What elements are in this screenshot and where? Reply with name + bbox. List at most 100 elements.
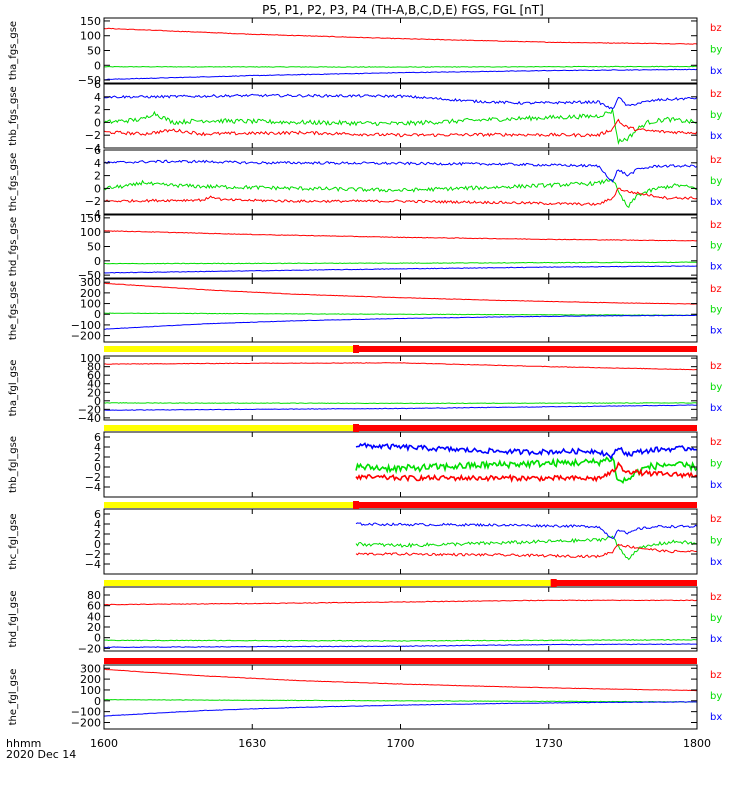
y-tick-label: −20 xyxy=(78,403,101,416)
y-tick-label: 0 xyxy=(94,59,101,72)
y-tick-label: 50 xyxy=(87,45,101,58)
thd_fgs_gse-by-line xyxy=(103,261,698,265)
thb_fgs_gse-by-line xyxy=(103,107,698,146)
y-tick-label: 6 xyxy=(94,508,101,521)
y-tick-label: −50 xyxy=(78,269,101,282)
time-tick-label: 1700 xyxy=(387,737,415,750)
mode-bar-fast xyxy=(356,425,697,431)
y-axis-label: thb_fgs_gse xyxy=(8,86,19,145)
y-tick-label: 300 xyxy=(80,662,101,675)
y-tick-label: 0 xyxy=(94,116,101,129)
legend-bz: bz xyxy=(710,592,722,603)
y-tick-label: 40 xyxy=(87,610,101,623)
y-tick-label: 100 xyxy=(80,298,101,311)
y-tick-label: 100 xyxy=(80,352,101,365)
y-axis-label: the_fgl_gse xyxy=(8,669,19,726)
y-tick-label: −2 xyxy=(85,548,101,561)
thd_fgs_gse-bz-line xyxy=(103,230,698,242)
the_fgs_gse-by-line xyxy=(103,312,698,316)
panel-frame xyxy=(103,83,698,149)
legend-bx: bx xyxy=(710,131,722,142)
tha_fgl_gse-by-line xyxy=(103,402,698,405)
y-tick-label: 20 xyxy=(87,386,101,399)
thc_fgl_gse-by-line xyxy=(355,535,698,561)
legend-by: by xyxy=(710,241,722,252)
legend-bz: bz xyxy=(710,284,722,295)
mode-bar-fast xyxy=(356,502,697,508)
legend-bz: bz xyxy=(710,361,722,372)
panel-tha_fgs_gse: 150 100 500 −50 tha_fgs_gse bz by bx xyxy=(8,15,722,87)
legend-bz: bz xyxy=(710,23,722,34)
y-tick-label: 0 xyxy=(94,308,101,321)
thb_fgs_gse-bx-line xyxy=(103,93,698,110)
the_fgl_gse-bz-line xyxy=(103,668,697,692)
y-tick-label: 80 xyxy=(87,361,101,374)
y-tick-label: 60 xyxy=(87,600,101,613)
time-unit-label: hhmm xyxy=(6,737,41,750)
y-tick-label: 4 xyxy=(94,157,101,170)
mode-bar-slow xyxy=(104,346,357,352)
legend-bz: bz xyxy=(710,514,722,525)
legend-bx: bx xyxy=(710,712,722,723)
legend-by: by xyxy=(710,45,722,56)
legend-by: by xyxy=(710,382,722,393)
y-axis-label: tha_fgs_gse xyxy=(8,21,19,80)
legend-bx: bx xyxy=(710,66,722,77)
y-tick-label: 300 xyxy=(80,276,101,289)
legend-bz: bz xyxy=(710,220,722,231)
y-tick-label: −100 xyxy=(71,706,101,719)
mode-bar-slow xyxy=(104,580,554,586)
y-axis-label: thc_fgl_gse xyxy=(8,513,19,569)
y-axis-label: the_fgs_gse xyxy=(8,281,19,340)
y-tick-label: −4 xyxy=(85,208,101,221)
y-tick-label: 0 xyxy=(94,695,101,708)
legend-by: by xyxy=(710,613,722,624)
y-tick-label: 6 xyxy=(94,431,101,444)
tha_fgl_gse-bz-line xyxy=(103,362,698,371)
y-tick-label: −4 xyxy=(85,558,101,571)
y-tick-label: 60 xyxy=(87,369,101,382)
legend-bz: bz xyxy=(710,670,722,681)
legend-by: by xyxy=(710,691,722,702)
legend-bx: bx xyxy=(710,197,722,208)
y-tick-label: 20 xyxy=(87,621,101,634)
y-tick-label: −4 xyxy=(85,142,101,155)
y-tick-label: 4 xyxy=(94,518,101,531)
legend-bx: bx xyxy=(710,325,722,336)
panel-frame xyxy=(103,355,698,421)
y-tick-label: 40 xyxy=(87,378,101,391)
y-tick-label: −50 xyxy=(78,74,101,87)
mode-bar-fast xyxy=(356,346,697,352)
thc_fgs_gse-by-line xyxy=(103,178,698,209)
panel-frame xyxy=(103,431,698,498)
y-tick-label: −2 xyxy=(85,195,101,208)
thb_fgs_gse-bz-line xyxy=(103,118,698,138)
y-tick-label: 2 xyxy=(94,528,101,541)
tha_fgs_gse-by-line xyxy=(103,65,698,68)
the_fgs_gse-bx-line xyxy=(103,314,698,330)
tha_fgs_gse-bx-line xyxy=(104,68,698,81)
y-tick-label: 0 xyxy=(94,255,101,268)
y-tick-label: 150 xyxy=(80,15,101,28)
thc_fgs_gse-bz-line xyxy=(103,187,698,206)
y-tick-label: −20 xyxy=(78,642,101,655)
legend-bx: bx xyxy=(710,261,722,272)
y-tick-label: 200 xyxy=(80,287,101,300)
thd_fgs_gse-bx-line xyxy=(103,265,698,274)
y-tick-label: −40 xyxy=(78,412,101,425)
plot-title: P5, P1, P2, P3, P4 (TH-A,B,C,D,E) FGS, F… xyxy=(262,3,544,17)
time-tick-label: 1800 xyxy=(683,737,711,750)
thc_fgl_gse-bx-line xyxy=(355,522,698,539)
legend-bx: bx xyxy=(710,403,722,414)
legend-bx: bx xyxy=(710,480,722,491)
mode-bar-fast xyxy=(553,580,697,586)
thb_fgl_gse-bx-line xyxy=(355,442,698,460)
